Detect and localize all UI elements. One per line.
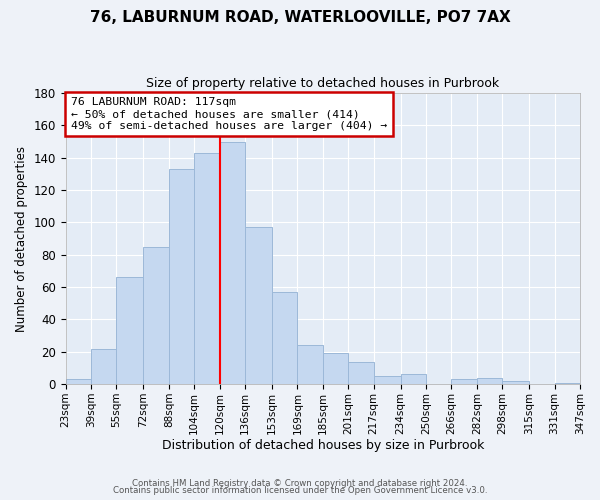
X-axis label: Distribution of detached houses by size in Purbrook: Distribution of detached houses by size … (161, 440, 484, 452)
Bar (272, 292, 298, 384)
Text: 76 LABURNUM ROAD: 117sqm
← 50% of detached houses are smaller (414)
49% of semi-: 76 LABURNUM ROAD: 117sqm ← 50% of detach… (71, 98, 387, 130)
Bar (348, 362, 374, 384)
Bar (477, 378, 502, 384)
Bar (502, 381, 529, 384)
Bar (116, 278, 143, 384)
Bar (169, 169, 194, 384)
Bar (401, 374, 426, 384)
Bar (194, 153, 220, 384)
Bar (143, 246, 169, 384)
Bar (220, 142, 245, 384)
Bar (554, 382, 580, 384)
Bar (65, 380, 91, 384)
Text: Contains HM Land Registry data © Crown copyright and database right 2024.: Contains HM Land Registry data © Crown c… (132, 478, 468, 488)
Bar (323, 354, 348, 384)
Text: Contains public sector information licensed under the Open Government Licence v3: Contains public sector information licen… (113, 486, 487, 495)
Bar (298, 346, 323, 384)
Title: Size of property relative to detached houses in Purbrook: Size of property relative to detached ho… (146, 78, 499, 90)
Bar (91, 348, 116, 384)
Y-axis label: Number of detached properties: Number of detached properties (15, 146, 28, 332)
Bar (451, 380, 477, 384)
Text: 76, LABURNUM ROAD, WATERLOOVILLE, PO7 7AX: 76, LABURNUM ROAD, WATERLOOVILLE, PO7 7A… (89, 10, 511, 25)
Bar (374, 376, 401, 384)
Bar (245, 228, 272, 384)
